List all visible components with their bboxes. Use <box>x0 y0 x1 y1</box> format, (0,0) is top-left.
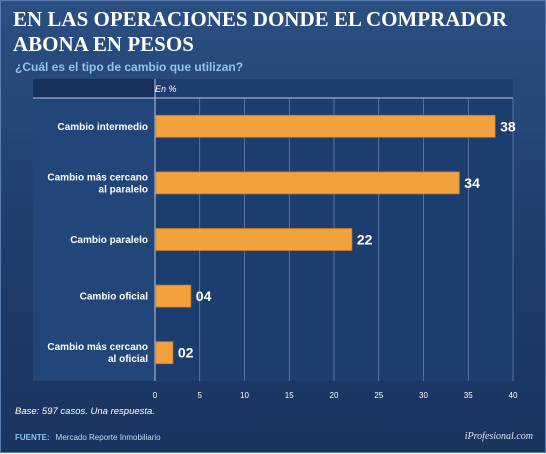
bar-0 <box>155 114 496 138</box>
category-label-1-0: Cambio más cercano <box>47 172 148 183</box>
category-label-4-1: al oficial <box>108 354 148 365</box>
category-label-4-0: Cambio más cercano <box>47 342 148 353</box>
category-area <box>33 98 155 381</box>
chart-subtitle: ¿Cuál es el tipo de cambio que utilizan? <box>15 60 244 74</box>
x-tick-label-6: 30 <box>419 391 428 400</box>
x-tick-label-2: 10 <box>240 391 249 400</box>
x-tick-label-4: 20 <box>330 391 339 400</box>
bar-3 <box>155 284 192 308</box>
x-tick-label-8: 40 <box>509 391 518 400</box>
category-label-0-0: Cambio intermedio <box>57 122 148 133</box>
bar-4 <box>155 341 174 365</box>
base-note: Base: 597 casos. Una respuesta. <box>15 406 155 417</box>
x-tick-label-5: 25 <box>374 391 383 400</box>
x-tick-label-0: 0 <box>153 391 158 400</box>
value-label-4: 02 <box>178 345 194 361</box>
category-label-3-0: Cambio oficial <box>80 292 149 303</box>
x-tick-label-3: 15 <box>285 391 294 400</box>
value-label-0: 38 <box>500 118 516 134</box>
value-label-2: 22 <box>357 232 373 248</box>
x-tick-label-7: 35 <box>464 391 473 400</box>
source-text: Mercado Reporte Inmobiliario <box>55 433 161 442</box>
category-label-2-0: Cambio paralelo <box>70 235 148 246</box>
value-label-3: 04 <box>196 288 212 304</box>
category-label-1-1: al paralelo <box>99 184 148 195</box>
source-label: FUENTE: <box>15 433 50 442</box>
chart-title: EN LAS OPERACIONES DONDE EL COMPRADOR AB… <box>13 7 508 56</box>
brand-logo-text: iProfesional.com <box>464 431 533 442</box>
x-tick-label-1: 5 <box>198 391 203 400</box>
bar-2 <box>155 228 353 251</box>
value-label-1: 34 <box>464 175 480 191</box>
source-line: FUENTE: Mercado Reporte Inmobiliario <box>15 433 161 442</box>
bar-1 <box>155 171 460 195</box>
axis-unit-note: En % <box>155 84 177 94</box>
